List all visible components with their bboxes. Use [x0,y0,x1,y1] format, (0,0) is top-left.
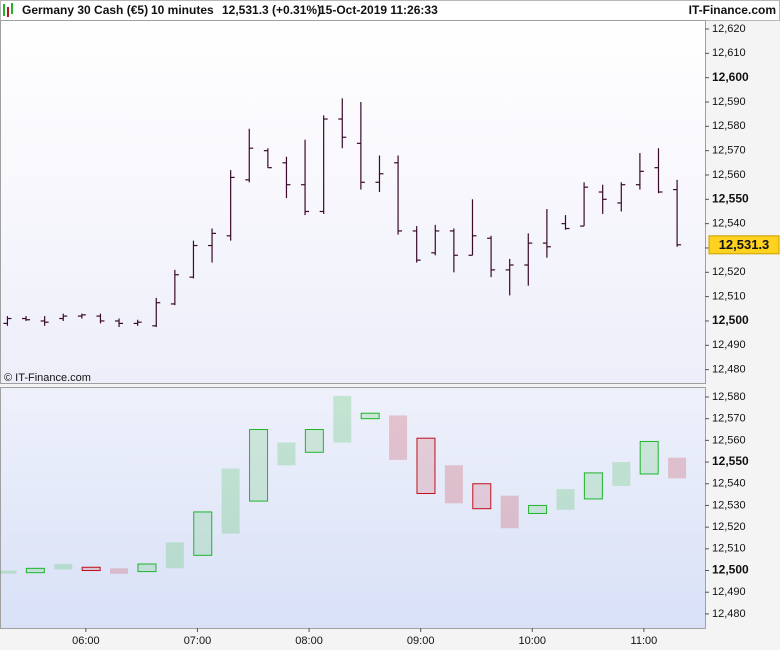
x-tick-label: 06:00 [72,635,100,647]
box [277,442,296,466]
box [583,472,603,500]
y-tick-label: 12,520 [712,266,746,278]
last-price-label: 12,531.3 [719,237,770,252]
y-tick-label: 12,490 [712,339,746,351]
logo [7,7,9,17]
box [54,564,73,570]
instrument: Germany 30 Cash (€5) [22,3,148,17]
box [249,429,269,502]
box [81,566,101,572]
y-tick-label: 12,560 [712,169,746,181]
logo [11,3,13,14]
x-tick-label: 10:00 [519,635,547,647]
x-tick-label: 09:00 [407,635,435,647]
box [444,465,463,504]
box [416,437,436,495]
interval: 10 minutes [151,3,214,17]
box [110,568,129,574]
y-tick-label: 12,520 [712,521,746,533]
last-price-box [708,235,780,255]
y-tick-label: 12,550 [712,191,749,205]
y-tick-label: 12,480 [712,364,746,376]
y-tick-label: 12,500 [712,563,749,577]
box [165,542,184,569]
box [221,468,240,534]
y-tick-label: 12,600 [712,70,749,84]
box [25,567,45,574]
y-tick-label: 12,480 [712,608,746,620]
watermark: © IT-Finance.com [4,372,91,384]
y-tick-label: 12,550 [712,454,749,468]
box [333,395,352,443]
quote: 12,531.3 (+0.31%) [222,3,321,17]
box [360,412,380,420]
x-tick-label: 07:00 [184,635,212,647]
y-tick-label: 12,540 [712,478,746,490]
timestamp: 15-Oct-2019 11:26:33 [319,3,438,17]
box-panel [0,387,706,629]
box [0,570,17,574]
y-tick-label: 12,560 [712,434,746,446]
box [193,511,213,556]
y-tick-label: 12,490 [712,586,746,598]
price-panel [0,20,706,384]
box [472,483,492,510]
box [137,563,157,573]
y-tick-label: 12,580 [712,120,746,132]
box [612,462,631,486]
y-tick-label: 12,570 [712,413,746,425]
box [639,440,659,475]
y-tick-label: 12,500 [712,313,749,327]
y-tick-label: 12,510 [712,291,746,303]
x-tick-label: 11:00 [631,635,658,647]
y-tick-label: 12,530 [712,499,746,511]
y-tick-label: 12,570 [712,145,746,157]
brand: IT-Finance.com [689,3,776,17]
y-tick-label: 12,590 [712,96,746,108]
box [389,415,408,460]
y-tick-label: 12,620 [712,23,746,35]
logo [3,4,5,16]
y-tick-label: 12,540 [712,218,746,230]
x-tick-label: 08:00 [295,635,323,647]
y-tick-label: 12,510 [712,543,746,555]
box [668,457,687,479]
y-tick-label: 12,610 [712,47,746,59]
box [304,429,324,453]
box [500,495,519,529]
y-tick-label: 12,580 [712,391,746,403]
box [528,504,548,514]
box [556,489,575,510]
